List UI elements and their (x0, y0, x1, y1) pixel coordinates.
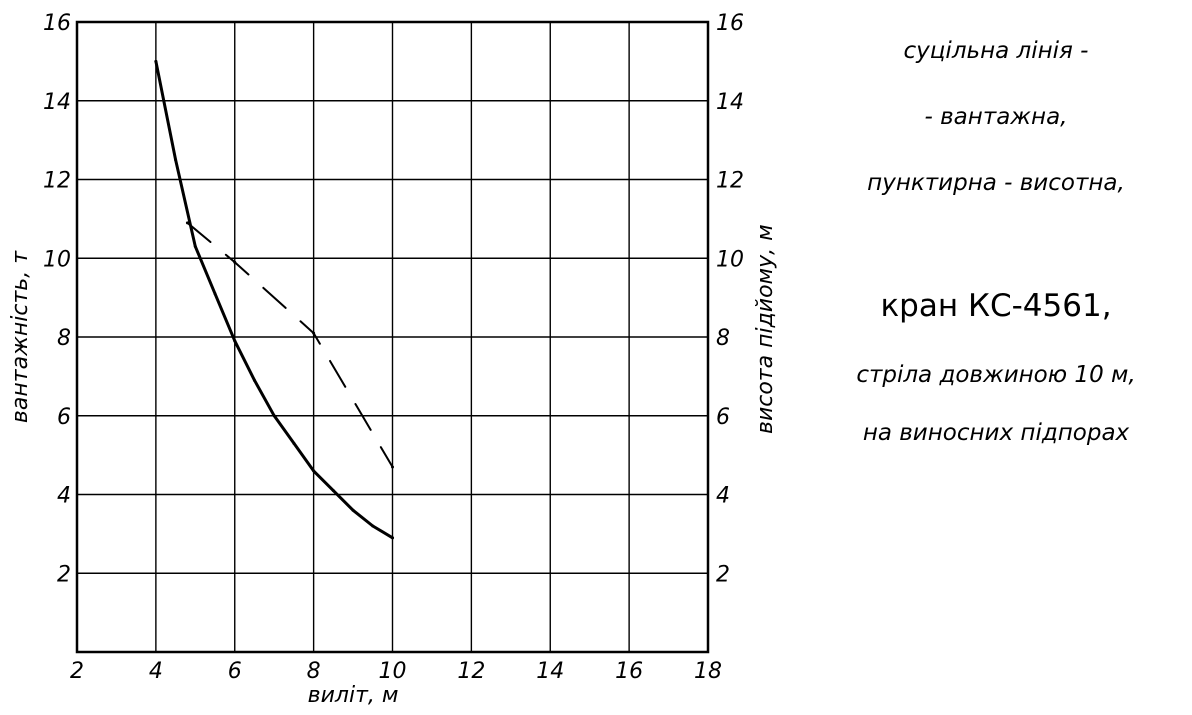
y-tick-label-left: 8 (57, 326, 71, 351)
x-tick-label: 16 (615, 659, 643, 684)
y-tick-label-left: 16 (43, 11, 71, 36)
x-tick-label: 18 (694, 659, 722, 684)
x-tick-label: 12 (457, 659, 485, 684)
y-tick-label-right: 12 (716, 169, 744, 194)
x-tick-label: 8 (307, 659, 321, 684)
y-tick-label-left: 10 (43, 247, 71, 272)
y-tick-label-right: 4 (716, 484, 730, 509)
load-capacity-point (272, 414, 276, 418)
lifting-height-point (391, 465, 394, 469)
plot-frame (75, 20, 710, 654)
load-capacity-point (233, 339, 237, 343)
y-axis-label-left: вантажність, т (8, 250, 33, 423)
load-capacity-point (351, 508, 355, 512)
y-tick-labels-left: 2 4 6 8 10 12 14 16 (43, 11, 71, 587)
legend-solid-line-meaning: - вантажна, (924, 104, 1068, 130)
x-tick-label: 4 (149, 659, 163, 684)
legend-solid-line-text: суцільна лінія - (903, 38, 1089, 64)
y-tick-label-right: 16 (716, 11, 744, 36)
boom-length-text: стріла довжиною 10 м, (856, 362, 1136, 388)
x-tick-label: 6 (228, 659, 242, 684)
lifting-height-point (185, 221, 189, 225)
load-capacity-point (312, 469, 316, 473)
x-tick-labels: 2 4 6 8 10 12 14 16 18 (70, 659, 722, 684)
x-tick-label: 14 (536, 659, 564, 684)
load-capacity-point (174, 158, 178, 162)
x-tick-label: 2 (70, 659, 84, 684)
load-capacity-point (252, 378, 256, 382)
y-tick-labels-right: 2 4 6 8 10 12 14 16 (716, 11, 744, 587)
load-capacity-line (154, 59, 394, 540)
lifting-height-point (312, 331, 316, 335)
y-tick-label-right: 8 (716, 326, 730, 351)
y-tick-label-left: 14 (43, 90, 71, 115)
load-capacity-point (371, 524, 375, 528)
load-capacity-point (154, 59, 158, 63)
x-tick-label: 10 (379, 659, 407, 684)
crane-model-text: кран КС-4561, (880, 288, 1112, 324)
lifting-height-line (186, 221, 394, 468)
load-capacity-point (213, 292, 217, 296)
chart: 2 4 6 8 10 12 14 16 18 2 4 6 8 10 12 14 16 2 4 6 8 10 12 14 16… (8, 11, 778, 708)
y-tick-label-left: 6 (57, 405, 71, 430)
load-capacity-point (193, 244, 197, 248)
y-axis-label-right: висота підйому, м (753, 224, 778, 434)
load-capacity-point (331, 489, 335, 493)
lifting-height-point (233, 260, 237, 264)
load-capacity-point (292, 441, 296, 445)
legend-dashed-line-text: пунктирна - висотна, (867, 170, 1125, 196)
outriggers-text: на виносних підпорах (862, 420, 1130, 446)
load-capacity-point (391, 536, 394, 540)
y-tick-label-right: 14 (716, 90, 744, 115)
y-tick-label-left: 12 (43, 169, 71, 194)
y-tick-label-left: 2 (57, 562, 71, 587)
y-tick-label-right: 10 (716, 247, 744, 272)
y-tick-label-left: 4 (57, 484, 71, 509)
grid (77, 22, 708, 652)
y-tick-label-right: 6 (716, 405, 730, 430)
x-axis-label: виліт, м (308, 683, 399, 708)
y-tick-label-right: 2 (716, 562, 730, 587)
series-layer (154, 59, 394, 540)
